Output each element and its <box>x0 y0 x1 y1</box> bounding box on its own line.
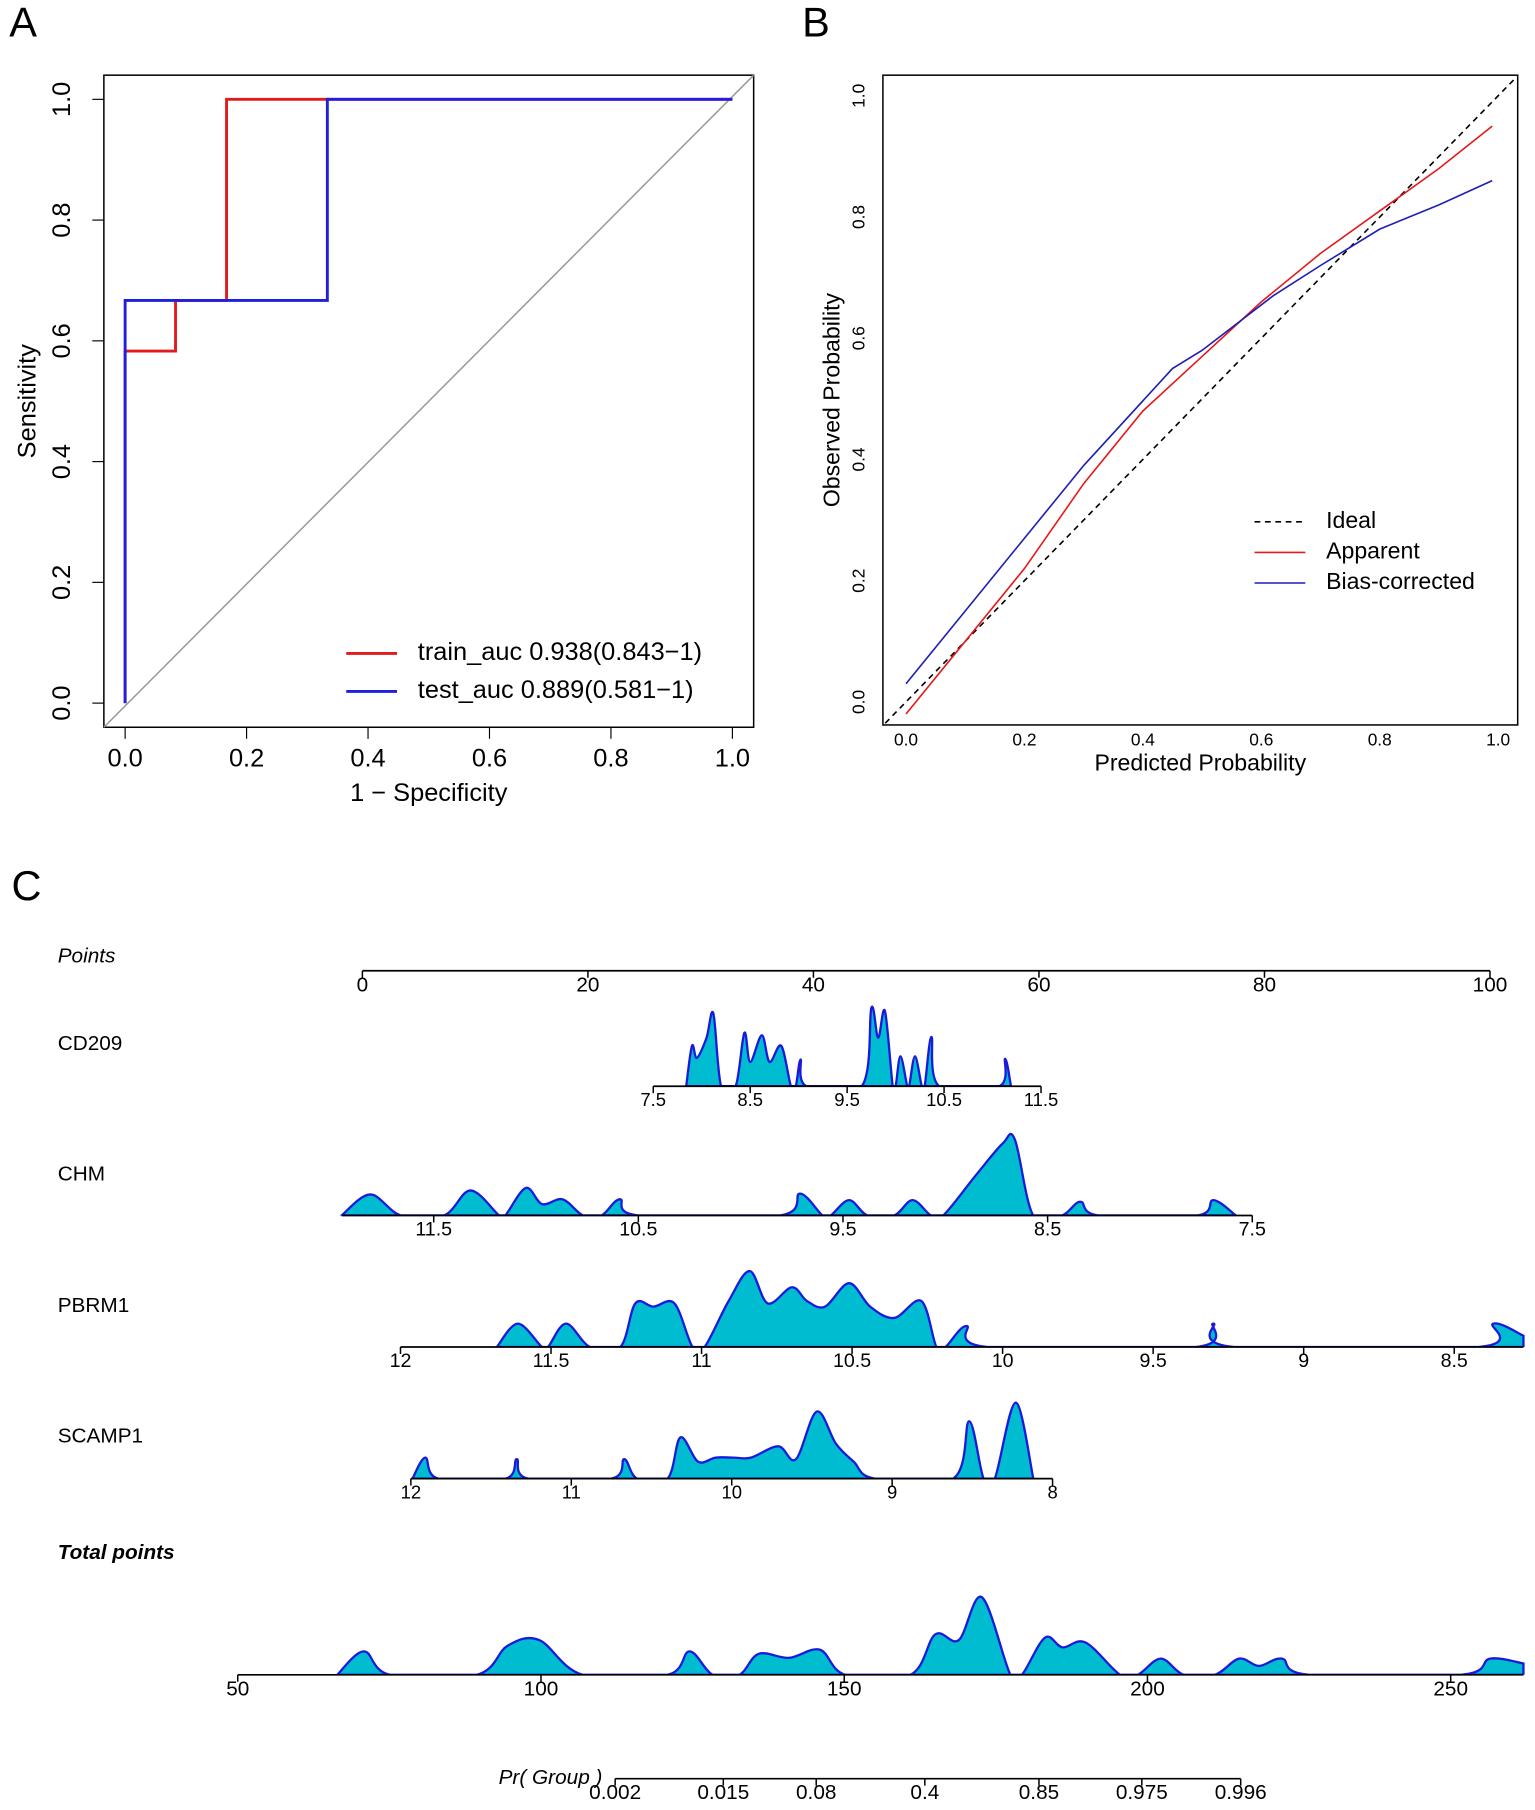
panel-letter: C <box>12 862 42 909</box>
axis-tick-label: 0.002 <box>589 1781 641 1804</box>
density <box>685 1005 1013 1087</box>
axis-tick-label: 20 <box>576 973 599 996</box>
legend-label: Bias-corrected <box>1326 568 1475 594</box>
axis-tick-label: 9 <box>1298 1350 1309 1372</box>
axis-tick-label: 8.5 <box>737 1089 763 1110</box>
row-label: CD209 <box>58 1032 123 1055</box>
axis-tick-label: 10.5 <box>833 1350 871 1372</box>
x-axis-label: 1 − Specificity <box>350 779 508 807</box>
axis-tick-label: 200 <box>1130 1677 1165 1700</box>
density <box>495 1269 1525 1348</box>
panel-letter: B <box>802 0 830 46</box>
legend-label: Ideal <box>1326 507 1376 533</box>
row-label: Pr( Group ) <box>499 1766 603 1789</box>
axis-tick-label: 0.975 <box>1116 1781 1168 1804</box>
row-label: CHM <box>58 1163 105 1186</box>
axis-tick-label: 100 <box>1473 973 1508 996</box>
y-tick-label: 0.2 <box>848 569 868 593</box>
x-tick-label: 0.6 <box>472 744 507 772</box>
x-tick-label: 0.0 <box>894 730 918 750</box>
reference-line <box>103 74 755 728</box>
y-tick-label: 0.0 <box>848 690 868 714</box>
axis-tick-label: 12 <box>401 1481 422 1502</box>
y-tick-label: 0.4 <box>48 444 76 479</box>
y-tick-label: 0.2 <box>48 565 76 600</box>
axis-tick-label: 0.08 <box>796 1781 836 1804</box>
axis-tick-label: 7.5 <box>640 1089 666 1110</box>
legend-label: Apparent <box>1326 538 1420 564</box>
row-label: Points <box>58 944 116 967</box>
axis-tick-label: 9 <box>887 1481 897 1502</box>
axis-tick-label: 10 <box>992 1350 1014 1372</box>
y-tick-label: 0.6 <box>48 323 76 358</box>
axis-tick-label: 0.85 <box>1019 1781 1059 1804</box>
axis-tick-label: 11 <box>562 1481 581 1502</box>
row-label: PBRM1 <box>58 1294 130 1317</box>
x-tick-label: 0.8 <box>593 744 628 772</box>
plot-frame <box>882 74 1519 726</box>
axis-tick-label: 0.015 <box>697 1781 749 1804</box>
y-axis-label: Sensitivity <box>14 344 42 459</box>
axis-tick-label: 11.5 <box>415 1219 452 1241</box>
axis-tick-label: 10.5 <box>926 1089 962 1110</box>
series-line <box>123 97 733 704</box>
axis-tick-label: 10.5 <box>619 1219 657 1241</box>
axis-tick-label: 8.5 <box>1034 1219 1061 1241</box>
y-tick-label: 0.8 <box>848 205 868 229</box>
axis-tick-label: 12 <box>390 1350 412 1372</box>
x-axis-label: Predicted Probability <box>1094 749 1306 775</box>
x-tick-label: 0.6 <box>1249 730 1273 750</box>
axis-tick-label: 0 <box>357 973 369 996</box>
axis-tick-label: 7.5 <box>1239 1219 1266 1241</box>
series-line <box>884 77 1517 724</box>
series-line <box>905 125 1493 715</box>
axis-tick-label: 60 <box>1027 973 1050 996</box>
panel-letter: A <box>9 0 37 46</box>
axis-tick-label: 10 <box>721 1481 742 1502</box>
x-tick-label: 1.0 <box>715 744 750 772</box>
axis-tick-label: 9.5 <box>829 1219 856 1241</box>
y-axis-label: Observed Probability <box>818 292 844 507</box>
row-label: SCAMP1 <box>58 1425 143 1448</box>
axis-tick-label: 11.5 <box>533 1350 570 1372</box>
axis-tick-label: 9.5 <box>834 1089 860 1110</box>
axis-tick-label: 250 <box>1433 1677 1468 1700</box>
plot-frame <box>103 74 755 729</box>
y-tick-label: 0.0 <box>48 685 76 720</box>
axis-tick-label: 80 <box>1253 973 1276 996</box>
x-tick-label: 0.2 <box>229 744 264 772</box>
density <box>339 1132 1238 1216</box>
axis-tick-label: 9.5 <box>1140 1350 1167 1372</box>
x-tick-label: 0.8 <box>1368 730 1392 750</box>
y-tick-label: 0.6 <box>848 326 868 350</box>
axis-tick-label: 8.5 <box>1441 1350 1468 1372</box>
y-tick-label: 1.0 <box>48 82 76 117</box>
axis-tick-label: 40 <box>802 973 825 996</box>
axis-tick-label: 8 <box>1047 1481 1057 1502</box>
x-tick-label: 0.0 <box>107 744 142 772</box>
density <box>335 1596 1525 1675</box>
x-tick-label: 1.0 <box>1486 730 1510 750</box>
row-label: Total points <box>58 1541 175 1564</box>
legend-label: train_auc 0.938(0.843−1) <box>418 638 702 666</box>
y-tick-label: 1.0 <box>848 84 868 108</box>
x-tick-label: 0.4 <box>350 744 385 772</box>
density <box>411 1401 1035 1479</box>
y-tick-label: 0.8 <box>48 202 76 237</box>
axis-tick-label: 11.5 <box>1024 1089 1059 1110</box>
axis-tick-label: 11 <box>691 1350 711 1372</box>
axis-tick-label: 50 <box>226 1677 249 1700</box>
x-tick-label: 0.2 <box>1012 730 1036 750</box>
legend-label: test_auc 0.889(0.581−1) <box>418 676 694 704</box>
axis-tick-label: 0.996 <box>1215 1781 1267 1804</box>
axis-tick-label: 100 <box>524 1677 559 1700</box>
axis-tick-label: 0.4 <box>910 1781 939 1804</box>
axis-tick-label: 150 <box>827 1677 862 1700</box>
x-tick-label: 0.4 <box>1131 730 1155 750</box>
y-tick-label: 0.4 <box>848 447 868 471</box>
series-line <box>905 179 1493 685</box>
